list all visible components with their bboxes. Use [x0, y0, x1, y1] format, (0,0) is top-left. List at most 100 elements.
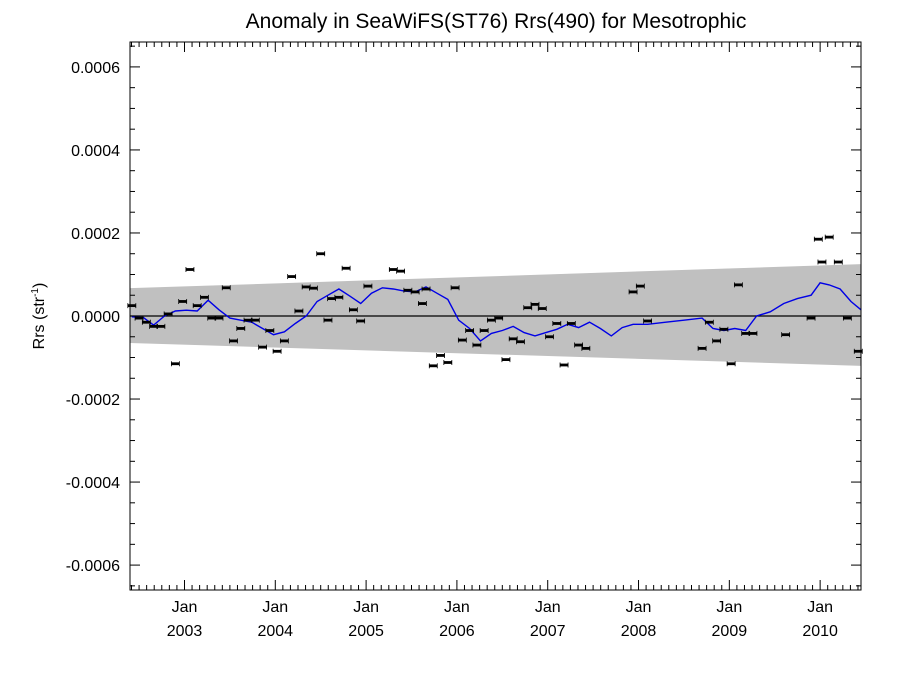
data-point-mark: [705, 320, 714, 324]
data-point-mark: [396, 269, 405, 273]
data-point-mark: [265, 329, 274, 332]
data-point: [450, 285, 460, 291]
data-point: [516, 339, 525, 345]
data-point-mark: [843, 316, 852, 320]
data-point-mark: [734, 283, 743, 287]
data-point: [163, 311, 173, 317]
data-point-mark: [560, 363, 569, 367]
y-axis-label-superscript: -1: [30, 288, 41, 297]
data-point-mark: [834, 260, 843, 264]
data-point: [501, 357, 511, 363]
data-point: [530, 301, 540, 307]
data-point-mark: [643, 319, 652, 323]
x-tick-year: 2004: [257, 623, 293, 640]
data-point-mark: [458, 338, 467, 342]
data-point: [479, 328, 489, 334]
y-tick-label: 0.0000: [71, 309, 120, 326]
data-point: [178, 298, 188, 304]
data-point: [316, 251, 326, 257]
x-tick-month: Jan: [716, 599, 742, 616]
data-point-mark: [465, 329, 474, 332]
data-point: [817, 259, 827, 265]
data-point: [127, 303, 137, 309]
data-point-mark: [581, 346, 590, 350]
data-point: [428, 363, 438, 369]
x-tick-year: 2003: [167, 623, 203, 640]
data-point-mark: [294, 309, 303, 313]
data-point-mark: [567, 322, 576, 325]
x-tick-month: Jan: [444, 599, 470, 616]
y-tick-label: -0.0004: [66, 475, 120, 492]
data-point-mark: [229, 339, 238, 343]
data-point-mark: [807, 316, 816, 320]
data-point: [323, 317, 333, 323]
data-point-mark: [236, 327, 245, 330]
data-point-mark: [273, 349, 282, 353]
data-point: [734, 282, 743, 288]
data-point: [748, 330, 758, 336]
x-tick-month: Jan: [172, 599, 198, 616]
data-point: [726, 361, 736, 367]
data-point-mark: [327, 297, 336, 300]
data-point: [156, 323, 166, 329]
data-point-mark: [418, 302, 427, 305]
data-point: [712, 338, 722, 344]
data-point: [697, 345, 707, 351]
data-point: [545, 334, 554, 340]
data-point: [494, 315, 504, 321]
y-tick-label: 0.0002: [71, 226, 120, 243]
data-point: [250, 317, 260, 323]
data-point: [417, 301, 427, 307]
data-point: [236, 325, 246, 331]
data-point: [141, 319, 151, 325]
data-point-mark: [403, 288, 412, 292]
data-point-mark: [287, 275, 296, 278]
data-point-mark: [200, 295, 209, 299]
data-point: [279, 338, 289, 344]
data-point-mark: [436, 354, 445, 357]
data-point: [523, 305, 533, 311]
data-point: [552, 320, 562, 326]
data-point-mark: [494, 316, 503, 320]
x-tick-year: 2006: [439, 623, 475, 640]
data-point-mark: [363, 284, 372, 288]
y-axis-label-close: ): [31, 283, 48, 288]
data-point-mark: [501, 358, 510, 361]
data-point: [824, 234, 834, 240]
data-point-mark: [356, 319, 365, 323]
data-point: [628, 289, 638, 295]
y-axis-ticks: 0.0006 0.0004 0.0002 0.0000 -0.0002 -0.0004 -0…: [66, 45, 861, 587]
data-point-mark: [429, 364, 438, 368]
data-point-mark: [411, 290, 420, 294]
data-point-mark: [309, 286, 318, 290]
data-point-mark: [719, 327, 728, 331]
data-point-mark: [156, 324, 165, 328]
data-point: [200, 294, 209, 300]
data-point-mark: [135, 316, 144, 320]
data-point: [719, 326, 729, 332]
y-axis-label-main: Rrs (str: [31, 296, 48, 349]
data-point-mark: [516, 340, 525, 344]
x-tick-year: 2008: [621, 623, 657, 640]
data-point-mark: [178, 300, 187, 303]
data-point-mark: [323, 318, 332, 322]
data-point: [396, 268, 406, 274]
data-point-mark: [636, 284, 645, 288]
data-point: [388, 267, 398, 273]
data-point: [635, 283, 645, 289]
data-point: [443, 359, 453, 365]
data-point-mark: [574, 343, 583, 347]
data-point-mark: [741, 332, 750, 335]
data-point: [348, 307, 358, 313]
data-point-mark: [258, 345, 267, 349]
data-point-mark: [185, 268, 194, 271]
data-point: [436, 352, 445, 358]
data-point-mark: [443, 361, 452, 364]
data-point: [192, 303, 202, 309]
data-point-mark: [451, 286, 460, 290]
data-point: [334, 294, 344, 300]
x-tick-year: 2010: [802, 623, 838, 640]
x-axis-ticks: Jan 2003 Jan 2004 Jan 2005 Jan 2006 Jan 2007 Jan 20…: [131, 42, 859, 640]
y-tick-label: -0.0002: [66, 392, 120, 409]
